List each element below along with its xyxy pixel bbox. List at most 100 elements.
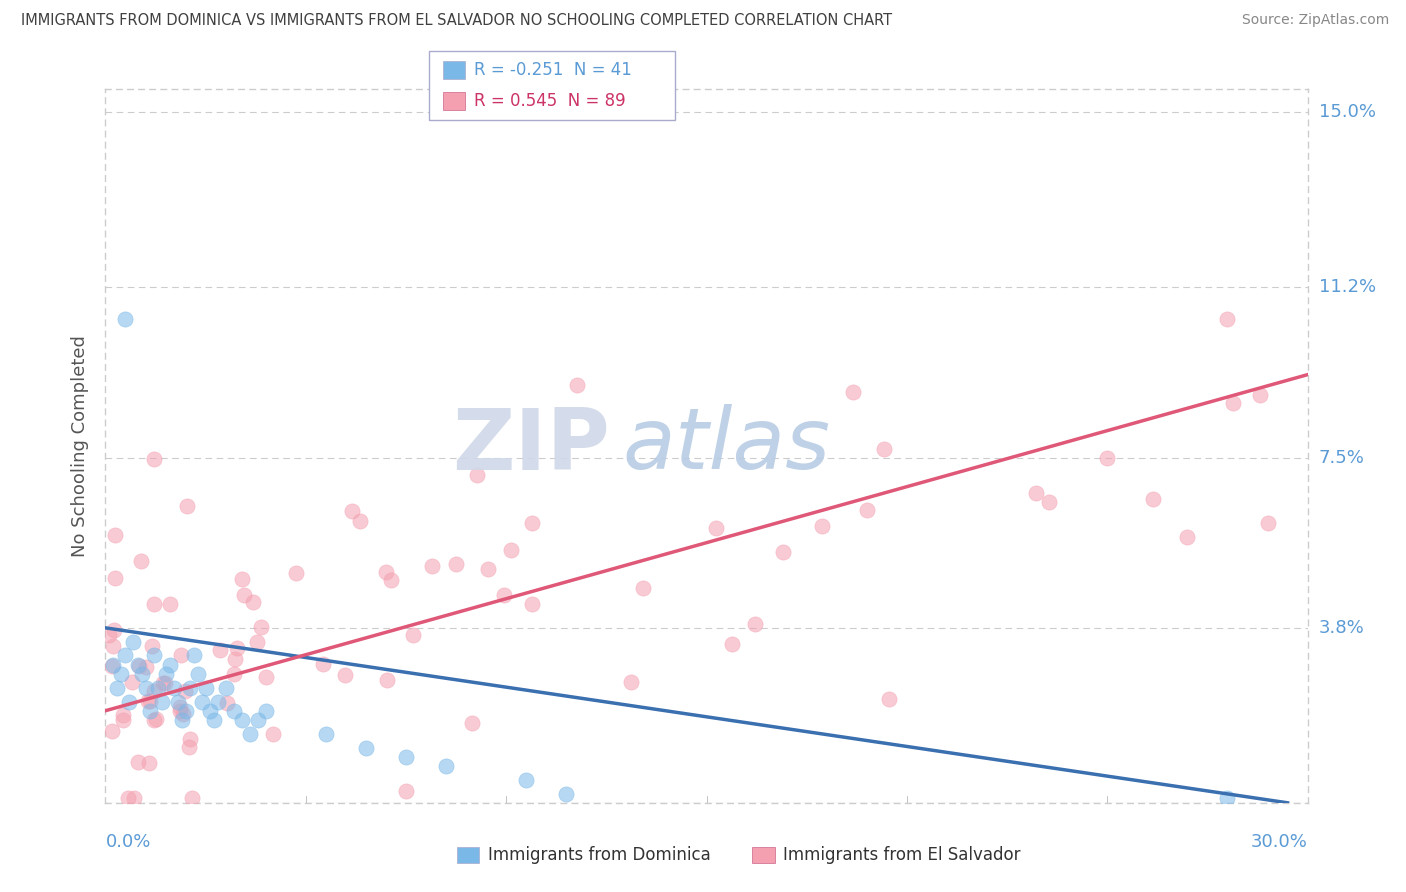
Point — [180, 791, 202, 805]
Text: Immigrants from Dominica: Immigrants from Dominica — [488, 846, 710, 863]
Text: Immigrants from El Salvador: Immigrants from El Salvador — [783, 846, 1021, 863]
Point — [101, 724, 124, 739]
Text: Source: ZipAtlas.com: Source: ZipAtlas.com — [1241, 13, 1389, 28]
Point — [246, 713, 269, 727]
Point — [222, 704, 245, 718]
Point — [224, 666, 246, 681]
Point — [170, 648, 193, 663]
Point — [128, 658, 150, 673]
Point — [239, 727, 262, 741]
Point — [1142, 492, 1164, 507]
Text: R = -0.251  N = 41: R = -0.251 N = 41 — [474, 62, 631, 79]
Point — [142, 648, 165, 663]
Point — [143, 713, 166, 727]
Point — [112, 708, 135, 723]
Point — [1097, 451, 1119, 466]
Point — [856, 502, 879, 516]
Point — [138, 756, 160, 770]
Text: R = 0.545  N = 89: R = 0.545 N = 89 — [474, 92, 626, 110]
Point — [467, 467, 489, 482]
Point — [315, 727, 337, 741]
Point — [104, 528, 127, 542]
Point — [342, 504, 364, 518]
Point — [209, 643, 232, 657]
Point — [877, 691, 900, 706]
Point — [143, 451, 166, 466]
Point — [138, 693, 160, 707]
Point — [159, 657, 181, 672]
Point — [246, 634, 269, 648]
Point — [515, 772, 537, 787]
Point — [772, 545, 794, 559]
Text: 30.0%: 30.0% — [1251, 833, 1308, 851]
Point — [136, 693, 159, 707]
Point — [190, 694, 212, 708]
Point — [477, 561, 499, 575]
Point — [101, 639, 124, 653]
Point — [114, 648, 136, 663]
Point — [143, 684, 166, 698]
Point — [520, 597, 543, 611]
Point — [374, 566, 396, 580]
Point — [349, 514, 371, 528]
Point — [162, 681, 184, 695]
Point — [1216, 791, 1239, 805]
Point — [1025, 485, 1047, 500]
Point — [402, 628, 425, 642]
Point — [166, 694, 188, 708]
Point — [110, 666, 132, 681]
Point — [1177, 530, 1199, 544]
Point — [420, 559, 443, 574]
Point — [1249, 387, 1271, 401]
Point — [565, 378, 588, 392]
Point — [114, 312, 136, 326]
Point — [170, 713, 193, 727]
Point — [150, 694, 173, 708]
Point — [152, 676, 174, 690]
Point — [254, 704, 277, 718]
Text: 0.0%: 0.0% — [105, 833, 150, 851]
Point — [134, 660, 156, 674]
Point — [375, 673, 398, 688]
Point — [127, 755, 149, 769]
Point — [155, 666, 177, 681]
Point — [131, 666, 153, 681]
Text: 3.8%: 3.8% — [1319, 619, 1364, 637]
Point — [254, 670, 277, 684]
Point — [107, 681, 129, 695]
Point — [1038, 495, 1060, 509]
Point — [135, 681, 157, 695]
Point — [176, 500, 198, 514]
Point — [146, 681, 169, 695]
Point — [153, 676, 176, 690]
Point — [1222, 396, 1244, 410]
Point — [121, 674, 143, 689]
Text: IMMIGRANTS FROM DOMINICA VS IMMIGRANTS FROM EL SALVADOR NO SCHOOLING COMPLETED C: IMMIGRANTS FROM DOMINICA VS IMMIGRANTS F… — [21, 13, 893, 29]
Point — [224, 652, 246, 666]
Point — [104, 571, 127, 585]
Point — [354, 740, 377, 755]
Point — [395, 784, 418, 798]
Point — [177, 739, 200, 754]
Point — [100, 658, 122, 673]
Point — [633, 581, 655, 595]
Text: ZIP: ZIP — [453, 404, 610, 488]
Point — [103, 657, 125, 672]
Point — [117, 791, 139, 805]
Point — [174, 704, 197, 718]
Point — [172, 707, 194, 722]
Point — [1216, 311, 1239, 326]
Point — [118, 694, 141, 708]
Point — [704, 520, 727, 534]
Point — [250, 619, 273, 633]
Point — [111, 713, 134, 727]
Point — [231, 713, 253, 727]
Point — [380, 573, 402, 587]
Point — [242, 595, 264, 609]
Point — [103, 623, 125, 637]
Point — [207, 694, 229, 708]
Point — [131, 554, 153, 568]
Point — [169, 704, 191, 718]
Text: atlas: atlas — [623, 404, 831, 488]
Point — [619, 674, 641, 689]
